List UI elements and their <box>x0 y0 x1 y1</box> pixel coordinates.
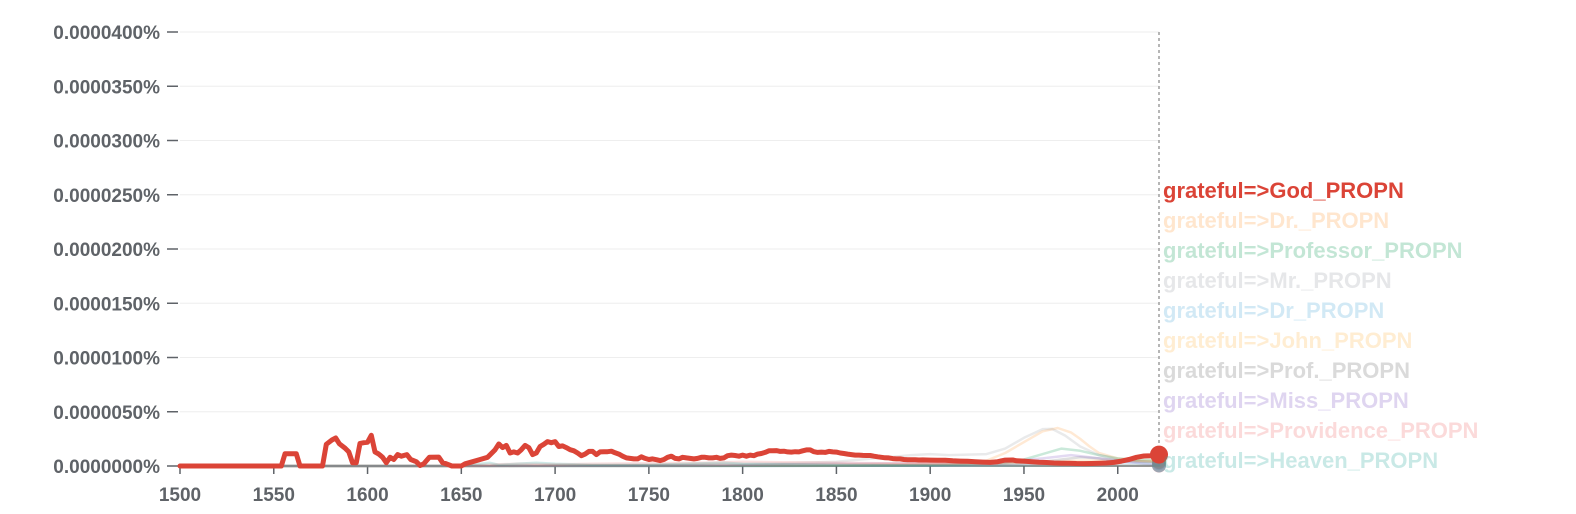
legend-entry[interactable]: grateful=>Professor_PROPN <box>1163 238 1463 263</box>
series-end-marker[interactable] <box>1150 445 1168 464</box>
y-tick-label: 0.0000100% <box>53 349 160 370</box>
y-tick-label: 0.0000200% <box>53 240 160 261</box>
series-line[interactable] <box>177 432 1162 469</box>
x-tick-label: 1850 <box>815 485 857 506</box>
x-tick-label: 2000 <box>1097 485 1139 506</box>
y-tick-label: 0.0000250% <box>53 186 160 207</box>
y-tick-label: 0.0000300% <box>53 132 160 153</box>
x-tick-label: 1800 <box>722 485 764 506</box>
x-tick-label: 1750 <box>628 485 670 506</box>
y-axis: 0.0000000% 0.0000050% 0.0000100% 0.0000150%… <box>53 23 178 478</box>
y-tick-label: 0.0000000% <box>53 457 160 478</box>
legend-entry[interactable]: grateful=>Dr_PROPN <box>1163 298 1384 323</box>
legend-entry[interactable]: grateful=>Miss_PROPN <box>1163 388 1409 413</box>
series-line[interactable] <box>178 459 1161 468</box>
legend-entry[interactable]: grateful=>God_PROPN <box>1163 178 1404 203</box>
series-layer <box>177 426 1168 473</box>
series-line[interactable] <box>178 427 1161 468</box>
legend-entry[interactable]: grateful=>Dr._PROPN <box>1163 208 1389 233</box>
legend-entry[interactable]: grateful=>Mr._PROPN <box>1163 268 1392 293</box>
x-tick-label: 1600 <box>346 485 388 506</box>
y-tick-label: 0.0000050% <box>53 403 160 424</box>
x-tick-label: 1650 <box>440 485 482 506</box>
series-line[interactable] <box>178 426 1161 468</box>
legend-entry[interactable]: grateful=>Heaven_PROPN <box>1163 448 1438 473</box>
x-axis: 1500 1550 1600 1650 1700 1750 1800 1850 1900 1950… <box>159 32 1160 506</box>
legend-entry[interactable]: grateful=>John_PROPN <box>1163 328 1412 353</box>
y-tick-label: 0.0000350% <box>53 77 160 98</box>
x-tick-label: 1900 <box>909 485 951 506</box>
legend-entry[interactable]: grateful=>Providence_PROPN <box>1163 418 1478 443</box>
legend: grateful=>God_PROPN grateful=>Dr._PROPNgr… <box>1163 178 1478 473</box>
x-tick-label: 1500 <box>159 485 201 506</box>
x-tick-label: 1550 <box>253 485 295 506</box>
x-tick-label: 1700 <box>534 485 576 506</box>
series-line[interactable] <box>178 461 1161 468</box>
legend-entry[interactable]: grateful=>Prof._PROPN <box>1163 358 1410 383</box>
y-tick-label: 0.0000400% <box>53 23 160 44</box>
grid-layer <box>180 31 1159 413</box>
y-tick-label: 0.0000150% <box>53 294 160 315</box>
x-tick-label: 1950 <box>1003 485 1045 506</box>
